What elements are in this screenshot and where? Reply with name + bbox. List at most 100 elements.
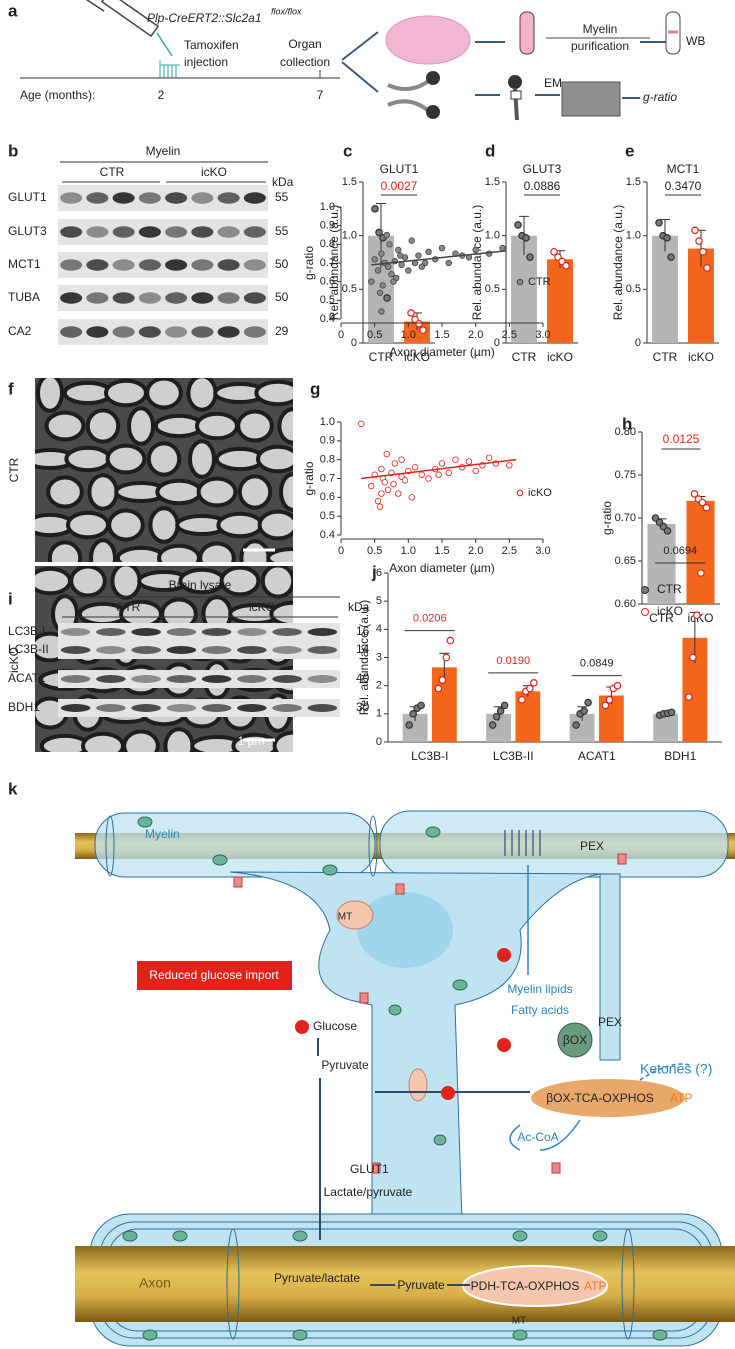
y-axis-label: g-ratio — [302, 461, 316, 495]
node — [105, 815, 635, 1340]
axon-profile — [272, 730, 293, 752]
chart-title: GLUT3 — [523, 162, 562, 176]
oligodendrocyte — [229, 871, 621, 1223]
treatment: injection — [184, 55, 228, 69]
blot-band — [272, 646, 302, 654]
x-tick-label: LC3B-I — [411, 749, 448, 763]
em-image — [561, 81, 621, 117]
group: CTR — [100, 165, 125, 179]
point — [697, 569, 705, 577]
genotype: Plp-CreERT2::Slc2a1 — [147, 11, 262, 25]
legend-marker — [516, 489, 524, 497]
blot-band — [131, 704, 161, 712]
point — [702, 503, 711, 512]
point — [371, 256, 378, 263]
legend-label: CTR — [657, 582, 682, 596]
diagram-label: Ketones (?) — [640, 1061, 712, 1077]
y-tick-label: 0.6 — [320, 491, 335, 503]
y-tick-label: 0.4 — [320, 529, 335, 541]
x-tick-label: 1.0 — [401, 545, 416, 557]
mitochondrion — [529, 1077, 687, 1119]
point — [384, 263, 392, 270]
axon-profile — [66, 510, 110, 540]
diagram-label: Pyruvate/lactate — [274, 1271, 360, 1285]
point — [378, 250, 385, 257]
blot-band — [60, 675, 91, 683]
trend-line — [371, 250, 507, 266]
y-tick-label: 0.9 — [320, 435, 335, 447]
point — [383, 231, 390, 239]
blot-band — [165, 259, 188, 271]
axon-profile — [105, 443, 147, 475]
point — [415, 252, 422, 259]
x-tick-label: icKO — [688, 350, 714, 364]
kda-label: 40 — [356, 671, 370, 685]
blot-strip — [58, 699, 340, 717]
transporters — [233, 853, 627, 1174]
em: EM — [544, 76, 562, 90]
blot-band — [243, 192, 266, 204]
point — [613, 681, 622, 690]
blot-band — [165, 192, 188, 204]
axon-profile — [163, 727, 195, 752]
blot-band — [217, 292, 240, 304]
point — [663, 527, 672, 535]
blot-band — [243, 292, 266, 304]
y-tick-label: 3 — [376, 651, 382, 663]
axon-profile — [277, 407, 293, 445]
legend-label: icKO — [657, 604, 683, 618]
protein-label: GLUT3 — [8, 224, 47, 238]
bar — [653, 713, 679, 742]
point — [371, 205, 379, 213]
protein-label: MCT1 — [8, 257, 41, 271]
blot-band — [237, 646, 267, 654]
point — [421, 259, 429, 267]
p-value: 0.0694 — [663, 545, 697, 557]
blot-strip — [58, 670, 340, 688]
blot-band — [237, 704, 267, 712]
axon-profile — [46, 475, 84, 509]
x-tick-label: 1.0 — [401, 329, 416, 341]
kda-label: 55 — [275, 190, 289, 204]
y-tick-label: 0.70 — [615, 512, 636, 524]
blot-band — [96, 628, 126, 636]
nucleus — [357, 892, 453, 968]
point — [472, 246, 479, 254]
bar — [547, 259, 573, 343]
blot-band — [96, 675, 126, 683]
panel-k: Myelin PEX MT Reduced glucose import Glu… — [75, 810, 735, 1347]
point — [378, 465, 385, 473]
point — [395, 490, 402, 497]
axon-profile — [188, 439, 216, 479]
point — [368, 482, 375, 490]
y-tick-label: 5 — [376, 595, 382, 607]
point — [386, 241, 393, 248]
axon-profile — [104, 378, 148, 408]
y-tick-label: 0 — [635, 337, 641, 349]
trend-line — [361, 458, 517, 480]
point — [384, 486, 392, 493]
nerve-end — [426, 105, 440, 119]
blot-band — [165, 226, 188, 238]
block-icon — [441, 1086, 455, 1100]
genotype-sup: flox/flox — [271, 6, 302, 16]
wb: WB — [686, 34, 705, 48]
point — [415, 319, 423, 328]
axon-profile — [87, 473, 119, 511]
scale-label: 1 µm — [238, 734, 265, 748]
section — [510, 90, 522, 100]
blot-band — [96, 646, 126, 654]
panel-label: j — [371, 562, 377, 581]
point — [691, 226, 699, 235]
y-tick-label: 0 — [351, 337, 357, 349]
p-value: 0.0206 — [413, 613, 447, 625]
panel-label: c — [343, 141, 352, 160]
y-tick-label: 0.60 — [615, 598, 636, 610]
myelin-segment — [379, 810, 729, 878]
micrograph — [35, 378, 293, 562]
point — [435, 471, 442, 478]
blot-band — [217, 326, 240, 338]
blot-band — [86, 226, 109, 238]
x-tick-label: 1.5 — [434, 545, 449, 557]
point — [438, 460, 446, 467]
